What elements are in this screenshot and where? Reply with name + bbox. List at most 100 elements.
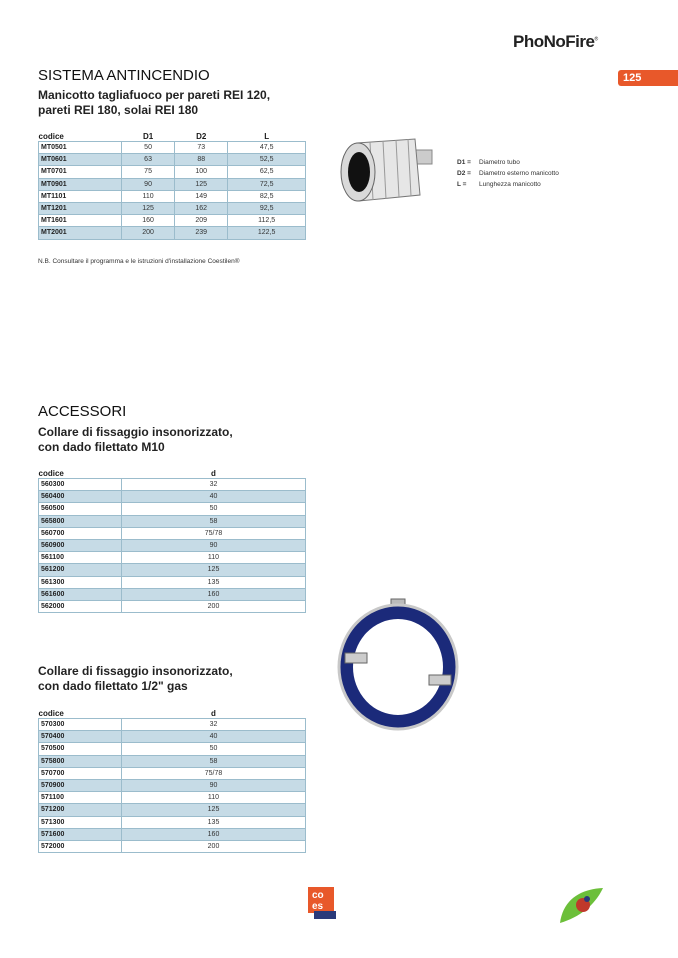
column-header: d	[211, 708, 216, 718]
table-row: MT0501 50 73 47,5	[38, 140, 306, 155]
table-cell: 562000	[38, 599, 122, 614]
brand-name: PhoNoFire	[513, 32, 595, 51]
subtitle-line: con dado filettato 1/2" gas	[38, 679, 188, 693]
table-cell: 149	[174, 189, 229, 203]
table-cell: MT1201	[38, 201, 122, 216]
table-cell: MT1101	[38, 189, 122, 203]
table-row: 570500 50	[38, 742, 306, 756]
table-cell: 58	[121, 754, 306, 768]
legend-item: L = Lunghezza manicotto	[457, 181, 541, 188]
table-cell: 571300	[38, 815, 122, 829]
table-cell: 125	[174, 177, 229, 191]
table-cell: 125	[121, 803, 306, 817]
table-row: 571600 160	[38, 827, 306, 841]
table-cell: 75	[120, 165, 176, 179]
legend-item: D2 = Diametro esterno manicotto	[457, 170, 559, 177]
table-row: MT0701 75 100 62,5	[38, 165, 306, 179]
table-cell: 239	[174, 226, 229, 240]
subtitle-line: Manicotto tagliafuoco per pareti REI 120…	[38, 88, 271, 102]
table-cell: MT1601	[38, 214, 122, 228]
dimension-legend: D1 = Diametro tubo D2 = Diametro esterno m…	[457, 157, 559, 190]
table-cell: 160	[121, 827, 306, 841]
table-cell: 52,5	[227, 153, 306, 167]
clamp-m10-table: codice d 560300 32 560400 40 560500 50 565800 58 5…	[38, 468, 306, 614]
table-row: 570700 75/78	[38, 766, 306, 780]
table-cell: 570400	[38, 730, 122, 744]
table-cell: 63	[120, 153, 176, 167]
table-cell: 135	[121, 815, 306, 829]
table-cell: 200	[121, 839, 306, 854]
table-cell: 40	[121, 490, 306, 504]
table-cell: 122,5	[227, 226, 306, 240]
table-cell: 561100	[38, 551, 122, 565]
table-header-row: codice d	[39, 708, 306, 719]
table-row: MT1601 160 209 112,5	[38, 214, 306, 228]
table-cell: MT0501	[38, 140, 122, 155]
table-row: 570300 32	[38, 717, 306, 732]
table-cell: 561300	[38, 575, 122, 589]
table-row: 561200 125	[38, 563, 306, 577]
table-cell: 75/78	[121, 526, 306, 540]
section-title: SISTEMA ANTINCENDIO	[38, 67, 210, 84]
table-row: MT1201 125 162 92,5	[38, 201, 306, 216]
table-row: 560900 90	[38, 538, 306, 553]
table-cell: 135	[121, 575, 306, 589]
table-cell: 50	[121, 742, 306, 756]
page-number: 125	[618, 70, 678, 86]
sleeve-illustration	[340, 138, 433, 202]
table-cell: 50	[121, 502, 306, 516]
table-cell: MT0701	[38, 165, 122, 179]
table-cell: 75/78	[121, 766, 306, 780]
column-header: codice	[38, 708, 64, 718]
pipe-clamp-illustration	[337, 598, 459, 731]
subtitle-line: Collare di fissaggio insonorizzato,	[38, 425, 233, 439]
table-cell: 100	[174, 165, 229, 179]
table-cell: 40	[121, 730, 306, 744]
column-header: D2	[196, 131, 207, 141]
table-cell: 125	[121, 563, 306, 577]
table-header-row: codice d	[39, 468, 306, 479]
subtitle-line: con dado filettato M10	[38, 440, 165, 454]
table-row: 571300 135	[38, 815, 306, 829]
table-row: 575800 58	[38, 754, 306, 768]
table-row: MT2001 200 239 122,5	[38, 226, 306, 240]
table-row: MT0901 90 125 72,5	[38, 177, 306, 191]
table-cell: 560400	[38, 490, 122, 504]
section-subtitle: Collare di fissaggio insonorizzato, con …	[38, 425, 233, 455]
table-cell: 561600	[38, 587, 122, 601]
table-cell: 575800	[38, 754, 122, 768]
table-cell: 209	[174, 214, 229, 228]
table-cell: 73	[174, 140, 229, 155]
table-cell: 90	[121, 538, 306, 553]
table-cell: 570500	[38, 742, 122, 756]
table-cell: 88	[174, 153, 229, 167]
table-cell: 560900	[38, 538, 122, 553]
table-cell: 125	[120, 201, 176, 216]
table-cell: 110	[121, 791, 306, 805]
table-cell: 571200	[38, 803, 122, 817]
table-cell: 112,5	[227, 214, 306, 228]
table-cell: 110	[120, 189, 176, 203]
coes-logo: co es	[308, 887, 336, 919]
table-cell: 200	[120, 226, 176, 240]
subtitle-line: Collare di fissaggio insonorizzato,	[38, 664, 233, 678]
table-row: 570400 40	[38, 730, 306, 744]
table-cell: MT0901	[38, 177, 122, 191]
ladybug-leaf-logo	[560, 888, 603, 923]
table-row: 560500 50	[38, 502, 306, 516]
subtitle-line: pareti REI 180, solai REI 180	[38, 103, 199, 117]
table-cell: 162	[174, 201, 229, 216]
table-cell: 200	[121, 599, 306, 614]
table-row: MT1101 110 149 82,5	[38, 189, 306, 203]
table-cell: 570300	[38, 717, 122, 732]
brand-mark: ®	[594, 36, 598, 43]
svg-text:es: es	[312, 901, 324, 912]
table-row: 562000 200	[38, 599, 306, 614]
clamp-gas-table: codice d 570300 32 570400 40 570500 50 575800 58 5…	[38, 708, 306, 854]
column-header: codice	[38, 131, 64, 141]
column-header: L	[264, 131, 270, 141]
table-row: 560400 40	[38, 490, 306, 504]
table-cell: 160	[120, 214, 176, 228]
table-row: 570900 90	[38, 778, 306, 793]
